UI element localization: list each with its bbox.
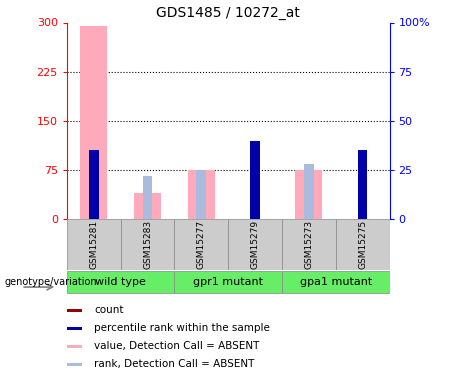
Bar xyxy=(250,141,260,219)
Text: wild type: wild type xyxy=(95,277,146,287)
Bar xyxy=(67,271,174,293)
Bar xyxy=(134,193,161,219)
Bar xyxy=(196,170,206,219)
Text: value, Detection Call = ABSENT: value, Detection Call = ABSENT xyxy=(94,341,260,351)
Text: gpa1 mutant: gpa1 mutant xyxy=(300,277,372,287)
Text: gpr1 mutant: gpr1 mutant xyxy=(193,277,263,287)
Text: GSM15277: GSM15277 xyxy=(197,220,206,269)
Bar xyxy=(250,141,260,219)
Bar xyxy=(174,219,228,270)
Bar xyxy=(296,170,322,219)
Text: percentile rank within the sample: percentile rank within the sample xyxy=(94,323,270,333)
Bar xyxy=(358,150,367,219)
Bar xyxy=(358,160,367,219)
Bar xyxy=(121,219,174,270)
Bar xyxy=(228,219,282,270)
Title: GDS1485 / 10272_at: GDS1485 / 10272_at xyxy=(156,6,300,20)
Bar xyxy=(67,219,121,270)
Bar xyxy=(89,150,99,219)
Bar xyxy=(142,176,152,219)
Bar xyxy=(67,309,82,312)
Bar xyxy=(80,26,107,219)
Bar xyxy=(336,219,390,270)
Text: GSM15283: GSM15283 xyxy=(143,220,152,269)
Text: GSM15273: GSM15273 xyxy=(304,220,313,269)
Text: GSM15281: GSM15281 xyxy=(89,220,98,269)
Text: GSM15275: GSM15275 xyxy=(358,220,367,269)
Text: genotype/variation: genotype/variation xyxy=(5,277,97,287)
Bar xyxy=(188,170,215,219)
Bar xyxy=(282,219,336,270)
Bar xyxy=(282,271,390,293)
Bar xyxy=(67,327,82,330)
Bar xyxy=(67,363,82,366)
Text: rank, Detection Call = ABSENT: rank, Detection Call = ABSENT xyxy=(94,359,254,369)
Bar xyxy=(174,271,282,293)
Bar xyxy=(304,164,313,219)
Text: GSM15279: GSM15279 xyxy=(251,220,260,269)
Text: count: count xyxy=(94,305,124,315)
Bar xyxy=(67,345,82,348)
